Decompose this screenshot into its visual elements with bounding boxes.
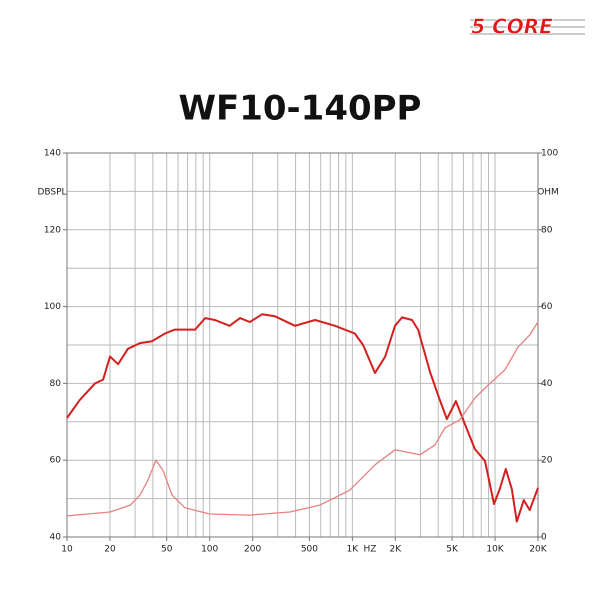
plot-frame [66, 152, 539, 538]
x-tick-label: 10K [486, 545, 504, 555]
x-tick-label: 200 [244, 545, 261, 555]
y-tick-label: 60 [50, 456, 62, 466]
y2-tick-label: 80 [541, 225, 553, 235]
y2-axis-label: OHM [537, 188, 559, 198]
x-tick-label: 500 [301, 545, 318, 555]
y-tick-label: 120 [44, 225, 61, 235]
x-tick-label: 10 [61, 545, 73, 555]
chart-title: WF10-140PP [179, 89, 422, 129]
x-tick-label: 5K [446, 545, 459, 555]
y-tick-label: 100 [44, 302, 61, 312]
y2-tick-label: 0 [541, 533, 547, 543]
y2-tick-label: 20 [541, 456, 553, 466]
x-tick-label: 1K [347, 545, 360, 555]
x-tick-label: 50 [161, 545, 173, 555]
logo-text: 5 CORE [471, 15, 553, 39]
x-axis-label: HZ [364, 545, 377, 555]
x-tick-label: 20K [529, 545, 547, 555]
x-tick-label: 2K [389, 545, 402, 555]
y2-tick-label: 40 [541, 379, 553, 389]
series-line [66, 313, 539, 523]
x-tick-label: 20 [104, 545, 116, 555]
y-tick-label: 40 [50, 533, 62, 543]
y2-tick-label: 100 [541, 149, 558, 159]
y-axis-label: DBSPL [37, 188, 66, 198]
x-tick-label: 100 [201, 545, 218, 555]
logo: 5 CORE [470, 14, 585, 39]
y-tick-label: 140 [44, 149, 61, 159]
series-line [66, 321, 539, 517]
y-tick-label: 80 [50, 379, 62, 389]
y2-tick-label: 60 [541, 302, 553, 312]
